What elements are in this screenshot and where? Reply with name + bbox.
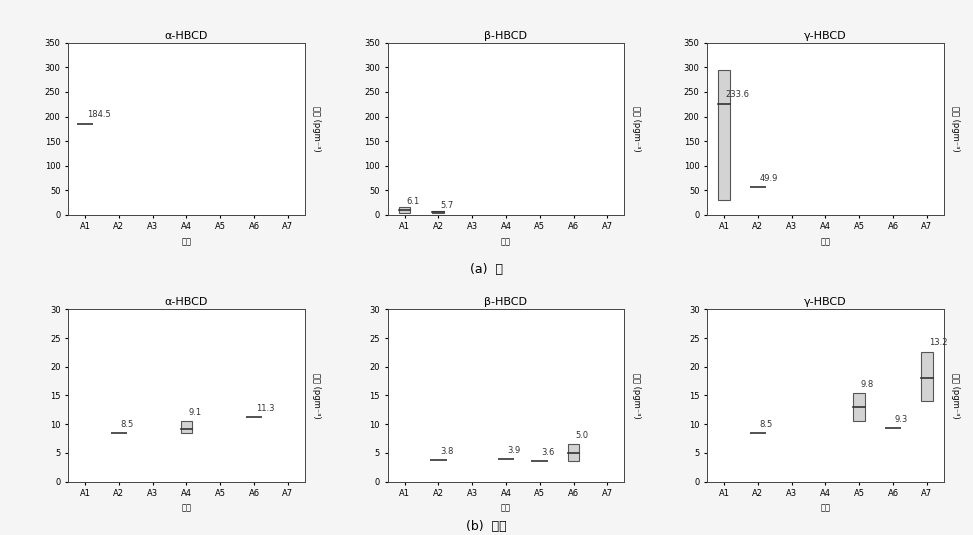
Y-axis label: 농도 (pgm⁻³): 농도 (pgm⁻³) [632, 372, 641, 418]
Text: 11.3: 11.3 [256, 404, 274, 412]
Text: 9.3: 9.3 [895, 415, 908, 424]
Title: γ-HBCD: γ-HBCD [804, 297, 847, 307]
Title: α-HBCD: α-HBCD [164, 297, 208, 307]
FancyBboxPatch shape [853, 393, 865, 421]
FancyBboxPatch shape [399, 208, 411, 213]
Text: (a)  봄: (a) 봄 [470, 263, 503, 276]
Y-axis label: 농도 (pgm⁻³): 농도 (pgm⁻³) [632, 106, 641, 152]
FancyBboxPatch shape [432, 211, 445, 213]
X-axis label: 지역: 지역 [181, 503, 192, 513]
X-axis label: 지역: 지역 [181, 237, 192, 246]
Text: 49.9: 49.9 [760, 174, 778, 183]
Text: 3.6: 3.6 [541, 448, 555, 457]
X-axis label: 지역: 지역 [820, 503, 831, 513]
Text: (b)  가을: (b) 가을 [466, 519, 507, 533]
Text: 5.7: 5.7 [440, 201, 453, 210]
Title: β-HBCD: β-HBCD [485, 297, 527, 307]
Title: β-HBCD: β-HBCD [485, 30, 527, 41]
Text: 3.8: 3.8 [440, 447, 453, 456]
Title: γ-HBCD: γ-HBCD [804, 30, 847, 41]
Text: 8.5: 8.5 [760, 420, 773, 429]
Text: 13.2: 13.2 [928, 338, 947, 347]
FancyBboxPatch shape [567, 444, 580, 461]
Text: 3.9: 3.9 [508, 446, 521, 455]
FancyBboxPatch shape [181, 421, 193, 433]
X-axis label: 지역: 지역 [501, 503, 511, 513]
Y-axis label: 농도 (pgm⁻³): 농도 (pgm⁻³) [312, 106, 321, 152]
Text: 184.5: 184.5 [87, 110, 111, 119]
X-axis label: 지역: 지역 [501, 237, 511, 246]
Title: α-HBCD: α-HBCD [164, 30, 208, 41]
Y-axis label: 농도 (pgm⁻³): 농도 (pgm⁻³) [952, 372, 960, 418]
Text: 6.1: 6.1 [406, 197, 419, 207]
Text: 5.0: 5.0 [575, 431, 589, 440]
Text: 9.1: 9.1 [188, 408, 201, 417]
Text: 233.6: 233.6 [726, 90, 750, 100]
Y-axis label: 농도 (pgm⁻³): 농도 (pgm⁻³) [952, 106, 960, 152]
Y-axis label: 농도 (pgm⁻³): 농도 (pgm⁻³) [312, 372, 321, 418]
Text: 8.5: 8.5 [121, 420, 133, 429]
Text: 9.8: 9.8 [861, 380, 874, 388]
FancyBboxPatch shape [921, 353, 933, 401]
FancyBboxPatch shape [718, 70, 730, 200]
X-axis label: 지역: 지역 [820, 237, 831, 246]
